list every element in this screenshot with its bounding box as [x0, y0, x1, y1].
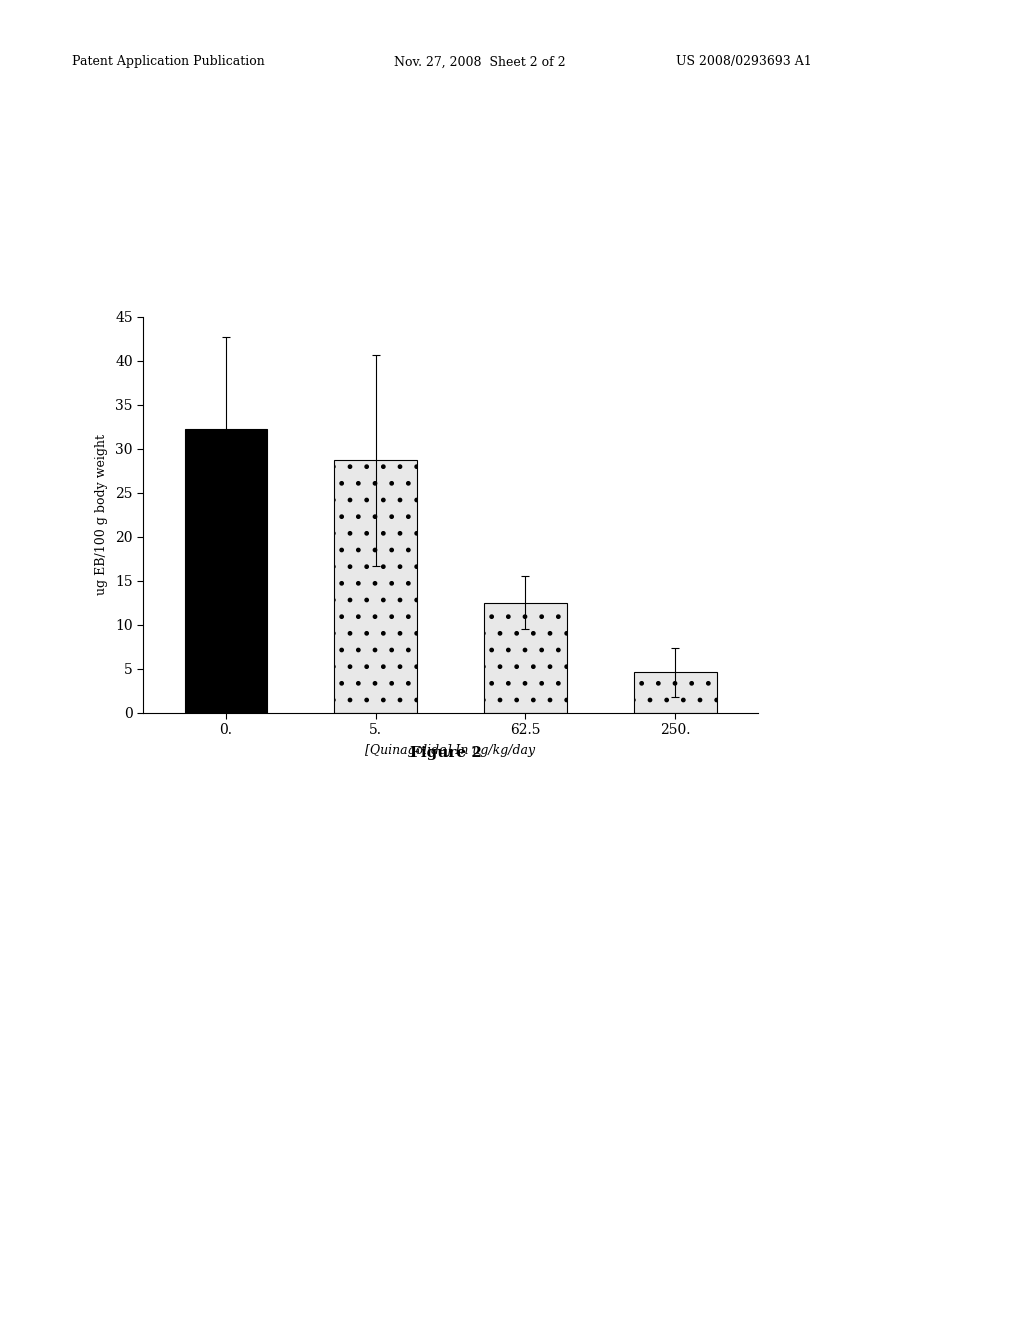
- Bar: [484, 603, 566, 713]
- Text: Patent Application Publication: Patent Application Publication: [72, 55, 264, 69]
- Y-axis label: ug EB/100 g body weight: ug EB/100 g body weight: [95, 434, 109, 595]
- X-axis label: [Quinagolide] In ug/kg/day: [Quinagolide] In ug/kg/day: [366, 744, 536, 758]
- Text: Figure 2: Figure 2: [410, 746, 481, 760]
- Text: Nov. 27, 2008  Sheet 2 of 2: Nov. 27, 2008 Sheet 2 of 2: [394, 55, 566, 69]
- Bar: [634, 672, 717, 713]
- Bar: [184, 429, 267, 713]
- Text: US 2008/0293693 A1: US 2008/0293693 A1: [676, 55, 812, 69]
- Bar: [335, 461, 417, 713]
